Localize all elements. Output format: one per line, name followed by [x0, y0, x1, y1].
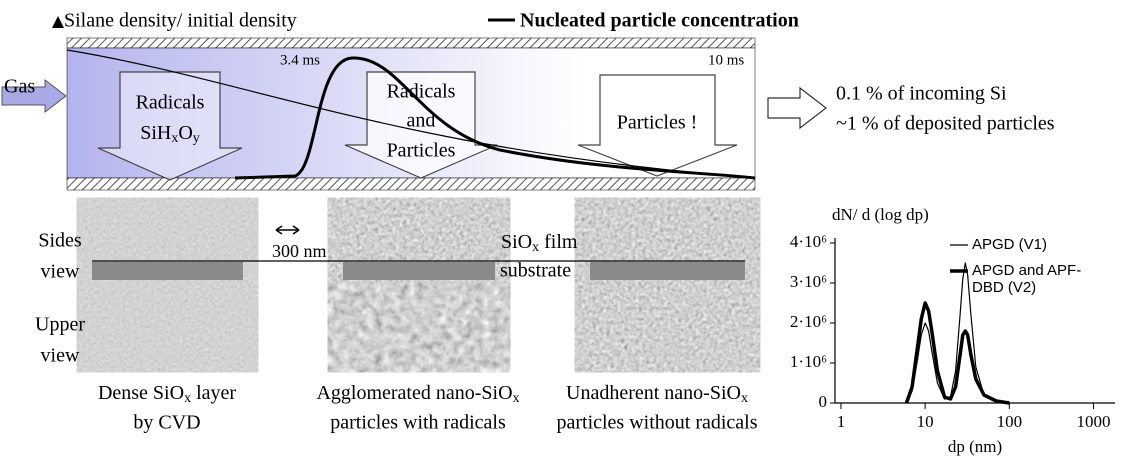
x-tick-label: 1000	[1077, 412, 1111, 431]
y-tick-label: 2·10⁶	[790, 312, 827, 331]
zone-formula: SiHxOy	[140, 122, 200, 147]
caption-part: Dense SiO	[98, 382, 184, 404]
formula-part: SiH	[140, 122, 171, 144]
substrate-label: substrate	[500, 260, 571, 282]
caption-part: Unadherent nano-SiO	[566, 382, 741, 404]
x-axis-title: dp (nm)	[948, 437, 1002, 456]
zone-label: Radicals	[387, 81, 456, 103]
gas-label: Gas	[4, 76, 35, 98]
y-tick-label: 4·10⁶	[790, 232, 827, 251]
caption: particles without radicals	[556, 412, 757, 434]
row-label: Upper	[35, 314, 85, 336]
caption-sub: x	[184, 391, 191, 406]
formula-part: O	[178, 122, 192, 144]
x-tick-label: 100	[997, 412, 1023, 431]
outcome-text: ~1 % of deposited particles	[836, 113, 1055, 135]
caption: Unadherent nano-SiOx	[566, 382, 748, 407]
label-part: SiO	[501, 231, 532, 253]
y-axis-title: dN/ d (log dp)	[832, 205, 929, 224]
substrate	[590, 262, 745, 280]
scale-arrow	[276, 226, 299, 234]
electrode-top	[67, 38, 755, 48]
scale-label: 300 nm	[272, 241, 327, 261]
legend-label: APGD and APF-DBD (V2)	[972, 262, 1102, 296]
time-label: 3.4 ms	[280, 52, 320, 68]
y-tick-label: 1·10⁶	[790, 352, 827, 371]
legend-nucleated: Nucleated particle concentration	[520, 10, 799, 32]
page: {"diagram": { "legend_silane": "Silane d…	[0, 0, 1121, 460]
caption-sub: x	[741, 391, 748, 406]
caption-sub: x	[513, 391, 520, 406]
caption: particles with radicals	[330, 412, 506, 434]
series-line	[906, 303, 1009, 403]
caption: by CVD	[133, 412, 200, 434]
legend-silane: Silane density/ initial density	[64, 10, 297, 32]
sem-top	[92, 290, 243, 365]
formula-sub: x	[171, 131, 178, 146]
row-label: view	[41, 261, 80, 283]
time-label: 10 ms	[708, 52, 744, 68]
caption-part: layer	[191, 382, 236, 404]
substrate	[343, 262, 495, 280]
outcome-text: 0.1 % of incoming Si	[836, 83, 1007, 105]
row-label: Sides	[38, 230, 82, 252]
y-tick-label: 0	[819, 392, 828, 411]
figure: Silane density/ initial density Nucleate…	[0, 0, 1121, 460]
outcome-arrow	[768, 88, 826, 128]
legend-label: APGD (V1)	[972, 236, 1102, 253]
caption: Dense SiOx layer	[98, 382, 236, 407]
legend-marker	[52, 16, 64, 28]
zone-label: and	[407, 110, 436, 132]
zone-label: Particles !	[617, 112, 698, 134]
sem-top	[590, 290, 745, 365]
film-label: SiOx film	[501, 231, 578, 256]
x-tick-label: 10	[917, 412, 934, 431]
label-sub: x	[532, 240, 539, 255]
row-label: view	[41, 345, 80, 367]
sem-top	[343, 290, 495, 365]
substrate	[92, 262, 243, 280]
caption: Agglomerated nano-SiOx	[316, 382, 519, 407]
label-part: film	[539, 231, 578, 253]
formula-sub: y	[193, 131, 200, 146]
caption-part: Agglomerated nano-SiO	[316, 382, 512, 404]
y-tick-label: 3·10⁶	[790, 272, 827, 291]
zone-label: Radicals	[136, 92, 205, 114]
zone-label: Particles	[387, 140, 456, 162]
x-tick-label: 1	[837, 412, 846, 431]
